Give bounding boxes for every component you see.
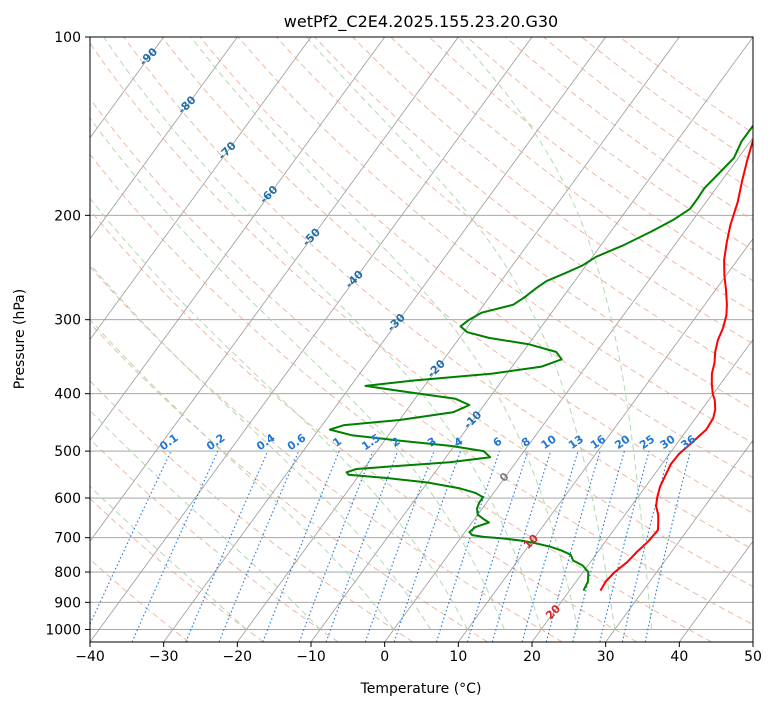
moist-adiabat-line: [90, 409, 321, 630]
axes: −40 −30 −20 −10 0 10 20 30 40 50 100 200 300 400 500 60…: [45, 30, 762, 665]
moist-adiabat-line: [90, 263, 432, 630]
mixing-ratio-line: [393, 450, 462, 642]
x-tick-label: 20: [523, 649, 541, 665]
y-tick-label: 700: [54, 531, 81, 547]
dry-adiabat-line: [161, 37, 753, 514]
y-tick-label: 900: [54, 595, 81, 611]
mixing-ratio-line: [364, 450, 435, 642]
dry-adiabat-line: [314, 37, 753, 377]
moist-adiabat-line: [306, 37, 616, 630]
y-tick-label: 1000: [45, 622, 81, 638]
isotherm-line: [90, 37, 238, 240]
dry-adiabat-line: [90, 265, 563, 642]
mixing-ratio-line: [325, 450, 399, 642]
mixing-ratio-line: [521, 450, 579, 642]
x-tick-label: −30: [149, 649, 179, 665]
isotherm-line: [90, 37, 385, 442]
dry-adiabat-line: [90, 380, 414, 642]
y-tick-label: 300: [54, 313, 81, 329]
isotherm-line: [237, 37, 680, 642]
y-tick-label: 100: [54, 30, 81, 46]
background-lines: [90, 37, 753, 642]
temperature-line: [599, 137, 753, 592]
data-series: [328, 124, 753, 592]
dry-adiabat-line: [90, 98, 753, 626]
mixing-ratio-line: [599, 450, 650, 642]
plot-frame: [89, 36, 754, 643]
moist-adiabat-line: [457, 37, 653, 630]
moist-adiabat-line: [190, 37, 579, 630]
x-tick-label: 10: [449, 649, 467, 665]
mixing-ratio-line: [262, 450, 340, 642]
y-tick-label: 600: [54, 491, 81, 507]
x-tick-label: 30: [597, 649, 615, 665]
dewpoint-line: [328, 124, 753, 592]
y-tick-label: 800: [54, 565, 81, 581]
x-tick-label: −20: [223, 649, 253, 665]
mixing-ratio-line: [466, 450, 529, 642]
dry-adiabat-line: [90, 209, 638, 642]
isotherm-line: [752, 641, 753, 642]
chart-title: wetPf2_C2E4.2025.155.23.20.G30: [284, 12, 558, 32]
dry-adiabat-line: [90, 153, 712, 642]
mixing-ratio-line: [218, 450, 300, 642]
moist-adiabat-line: [90, 318, 395, 630]
mixing-ratio-line: [185, 450, 269, 642]
mixing-ratio-line: [491, 450, 552, 642]
mixing-ratio-line: [545, 450, 601, 642]
y-tick-label: 500: [54, 444, 81, 460]
dry-adiabat-line: [237, 37, 753, 444]
mixing-ratio-line: [435, 450, 501, 642]
dry-adiabat-line: [276, 37, 753, 410]
mixing-ratio-line: [621, 450, 671, 642]
x-tick-label: −10: [296, 649, 326, 665]
x-tick-label: 50: [744, 649, 762, 665]
x-tick-label: −40: [75, 649, 105, 665]
y-tick-label: 200: [54, 208, 81, 224]
moist-adiabat-line: [90, 117, 505, 630]
isotherm-line: [163, 37, 606, 642]
x-axis-label: Temperature (°C): [360, 681, 482, 697]
dry-adiabat-line: [90, 322, 488, 642]
mixing-ratio-line: [298, 450, 374, 642]
y-axis-label: Pressure (hPa): [12, 289, 28, 389]
mixing-ratio-line: [644, 450, 691, 642]
isotherm-line: [90, 37, 312, 341]
dry-adiabat-line: [90, 42, 753, 588]
moist-adiabat-line: [103, 37, 542, 630]
isotherm-line: [458, 237, 753, 642]
x-tick-label: 0: [380, 649, 389, 665]
x-tick-label: 40: [670, 649, 688, 665]
isotherm-line: [90, 37, 533, 642]
isotherm-line: [605, 439, 753, 642]
isotherm-line: [384, 137, 753, 642]
plot-background: [90, 37, 753, 642]
y-tick-label: 400: [54, 387, 81, 403]
dry-adiabat-line: [123, 37, 753, 550]
mixing-ratio-line: [572, 450, 625, 642]
moist-adiabat-line: [90, 485, 247, 630]
isotherm-line: [531, 338, 753, 642]
